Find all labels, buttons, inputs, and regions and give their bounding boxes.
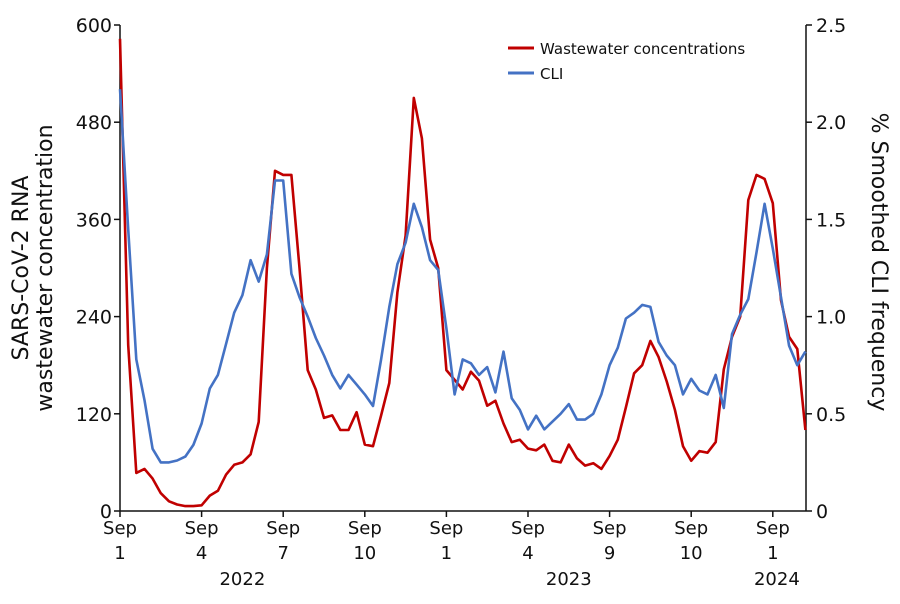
right-y-tick-label: 1.0 bbox=[816, 307, 846, 329]
legend: Wastewater concentrations CLI bbox=[508, 40, 745, 83]
x-tick-month: Sep bbox=[266, 518, 300, 539]
x-tick-day: 1 bbox=[441, 543, 452, 564]
x-tick-day: 4 bbox=[196, 543, 207, 564]
legend-label-wastewater: Wastewater concentrations bbox=[540, 40, 745, 58]
right-y-tick-label: 0.5 bbox=[816, 404, 846, 426]
left-y-tick-label: 360 bbox=[76, 209, 112, 231]
right-y-tick-label: 1.5 bbox=[816, 209, 846, 231]
x-tick-day: 4 bbox=[522, 543, 533, 564]
left-axis-label-line1: SARS-CoV-2 RNA bbox=[9, 176, 34, 361]
x-tick-day: 10 bbox=[680, 543, 703, 564]
x-tick-day: 1 bbox=[114, 543, 125, 564]
right-y-tick-label: 0 bbox=[816, 501, 828, 523]
left-y-tick-label: 120 bbox=[76, 404, 112, 426]
x-tick-month: Sep bbox=[674, 518, 708, 539]
left-y-tick-label: 240 bbox=[76, 307, 112, 329]
series-line-cli bbox=[118, 89, 807, 464]
legend-label-cli: CLI bbox=[540, 65, 563, 83]
right-axis-label: % Smoothed CLI frequency bbox=[866, 113, 891, 412]
left-y-tick-label: 600 bbox=[76, 15, 112, 37]
x-tick-day: 10 bbox=[353, 543, 376, 564]
left-y-tick-label: 0 bbox=[100, 501, 112, 523]
left-y-tick-label: 480 bbox=[76, 112, 112, 134]
right-y-tick-label: 2.0 bbox=[816, 112, 846, 134]
x-year-label: 2024 bbox=[754, 569, 800, 590]
x-tick-month: Sep bbox=[429, 518, 463, 539]
x-tick-day: 7 bbox=[277, 543, 288, 564]
x-tick-month: Sep bbox=[756, 518, 790, 539]
x-year-label: 2023 bbox=[546, 569, 592, 590]
x-tick-month: Sep bbox=[511, 518, 545, 539]
x-tick-day: 9 bbox=[604, 543, 615, 564]
series-line-wastewater-concentrations bbox=[118, 38, 807, 508]
x-tick-month: Sep bbox=[103, 518, 137, 539]
x-tick-day: 1 bbox=[767, 543, 778, 564]
x-tick-month: Sep bbox=[185, 518, 219, 539]
x-tick-month: Sep bbox=[593, 518, 627, 539]
axes: 0 120 240 360 480 600 0 0.5 1.0 1.5 2.0 2.5 Sep 1 Sep 4… bbox=[76, 15, 846, 590]
series-lines bbox=[118, 38, 807, 508]
x-year-label: 2022 bbox=[219, 569, 265, 590]
x-tick-month: Sep bbox=[348, 518, 382, 539]
left-axis-label-line2: wastewater concentration bbox=[33, 124, 58, 411]
right-y-tick-label: 2.5 bbox=[816, 15, 846, 37]
